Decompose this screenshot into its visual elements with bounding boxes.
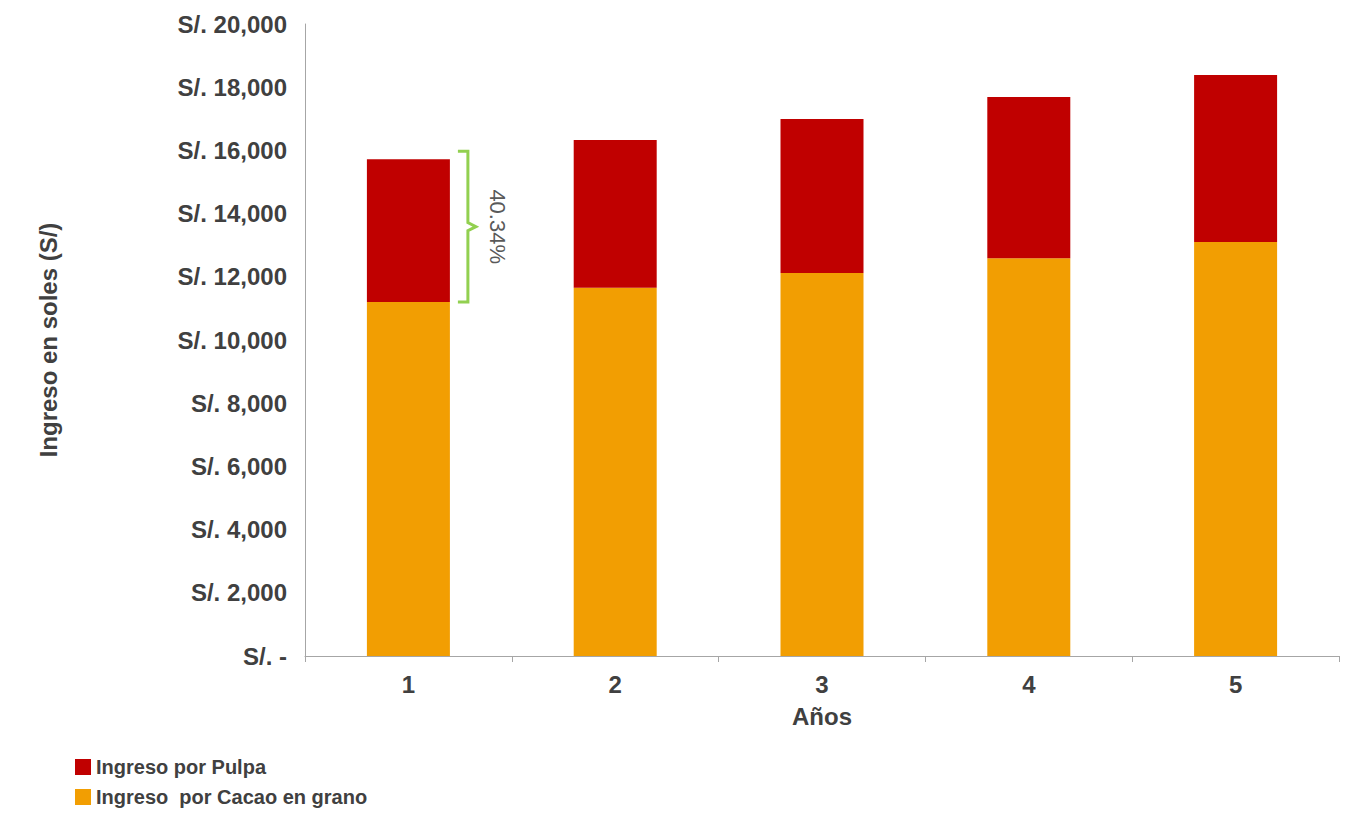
svg-text:S/. 10,000: S/. 10,000	[178, 327, 287, 354]
svg-text:S/. -: S/. -	[243, 643, 287, 670]
svg-text:S/. 2,000: S/. 2,000	[191, 579, 287, 606]
svg-text:3: 3	[815, 671, 828, 698]
svg-text:40.34%: 40.34%	[485, 189, 510, 264]
svg-text:Años: Años	[792, 703, 852, 730]
svg-text:4: 4	[1022, 671, 1036, 698]
svg-text:S/. 20,000: S/. 20,000	[178, 11, 287, 38]
svg-text:S/. 4,000: S/. 4,000	[191, 516, 287, 543]
svg-text:S/. 12,000: S/. 12,000	[178, 263, 287, 290]
svg-text:5: 5	[1229, 671, 1242, 698]
svg-text:S/. 14,000: S/. 14,000	[178, 200, 287, 227]
svg-text:Ingreso en soles (S/): Ingreso en soles (S/)	[35, 223, 62, 458]
svg-text:S/. 18,000: S/. 18,000	[178, 74, 287, 101]
svg-text:S/. 8,000: S/. 8,000	[191, 390, 287, 417]
svg-text:1: 1	[402, 671, 415, 698]
svg-text:S/. 16,000: S/. 16,000	[178, 137, 287, 164]
svg-text:Ingreso por Cacao en grano: Ingreso por Cacao en grano	[96, 786, 367, 808]
svg-text:Ingreso por Pulpa: Ingreso por Pulpa	[96, 756, 267, 778]
svg-text:S/. 6,000: S/. 6,000	[191, 453, 287, 480]
svg-text:2: 2	[609, 671, 622, 698]
